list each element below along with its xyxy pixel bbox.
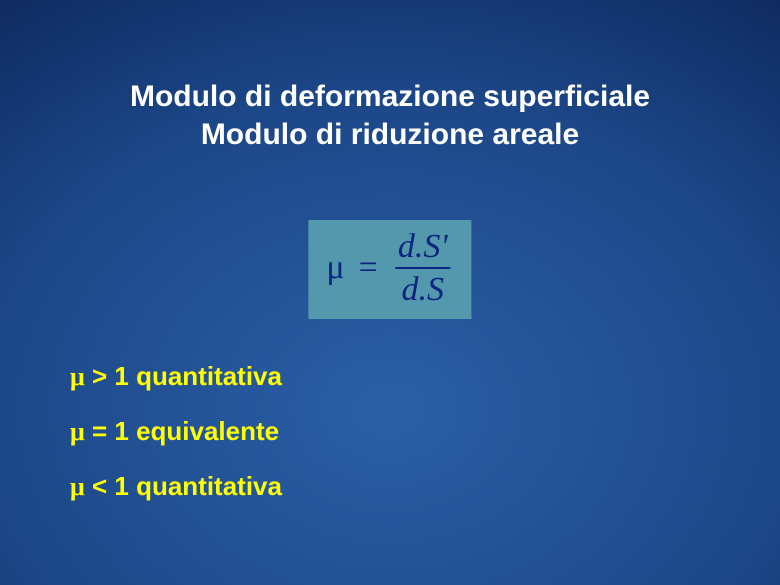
bullet-text: = 1 equivalente — [85, 416, 279, 446]
bullet-item: μ < 1 quantitativa — [70, 473, 282, 500]
slide-title: Modulo di deformazione superficiale Modu… — [0, 78, 780, 153]
mu-icon: μ — [70, 417, 85, 446]
formula-denominator: d.S — [395, 267, 450, 308]
mu-icon: μ — [70, 472, 85, 501]
slide: Modulo di deformazione superficiale Modu… — [0, 0, 780, 585]
formula-equals: = — [359, 249, 378, 287]
formula-lhs: μ — [326, 249, 344, 287]
mu-icon: μ — [70, 362, 85, 391]
title-line-2: Modulo di riduzione areale — [201, 118, 579, 151]
formula-box: μ = d.S' d.S — [308, 220, 471, 319]
formula-numerator: d.S' — [392, 228, 454, 267]
formula-fraction: d.S' d.S — [392, 228, 454, 309]
bullet-list: μ > 1 quantitativa μ = 1 equivalente μ <… — [70, 363, 282, 528]
bullet-text: > 1 quantitativa — [85, 361, 282, 391]
bullet-item: μ = 1 equivalente — [70, 418, 282, 445]
bullet-item: μ > 1 quantitativa — [70, 363, 282, 390]
bullet-text: < 1 quantitativa — [85, 471, 282, 501]
title-line-1: Modulo di deformazione superficiale — [130, 80, 650, 113]
